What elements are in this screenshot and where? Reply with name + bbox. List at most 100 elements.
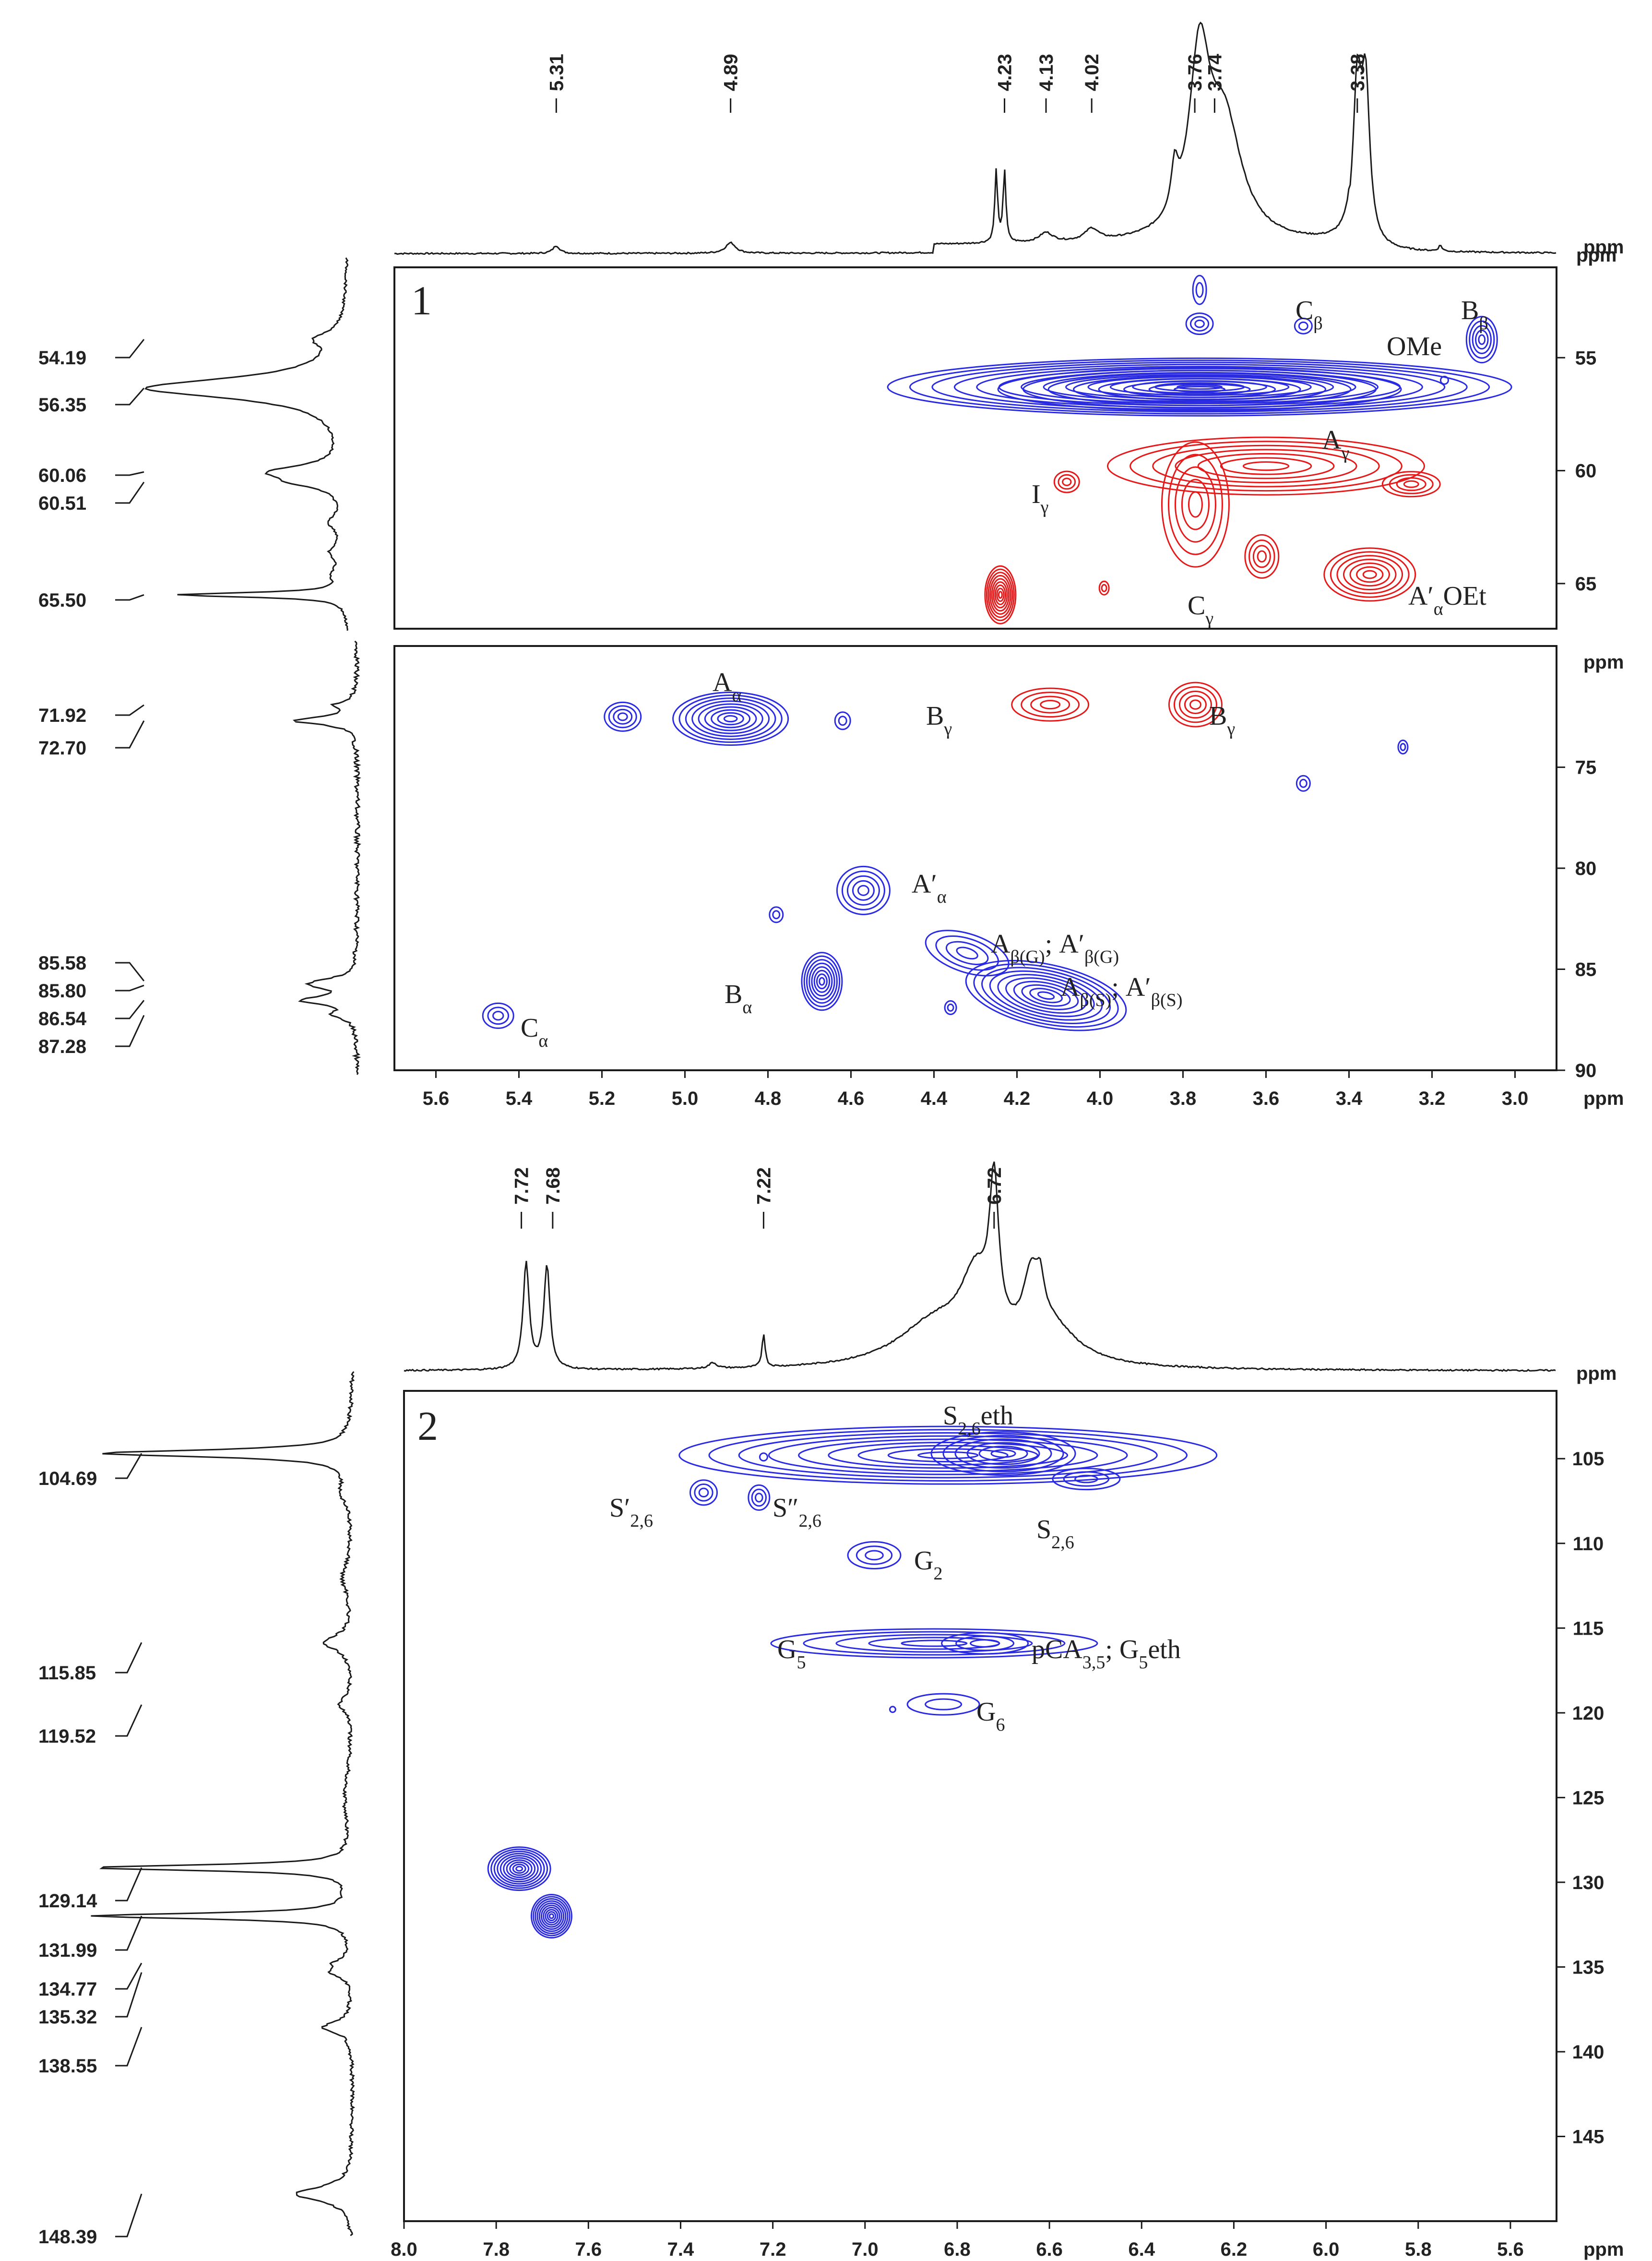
carbon-peak-label: 119.52	[38, 1726, 96, 1747]
x-tick-label: 7.4	[667, 2239, 694, 2260]
contour-peak-ome-core	[997, 367, 1402, 412]
peak-label: Cγ	[1188, 591, 1213, 629]
peak-pick-label: 7.72	[511, 1167, 533, 1205]
peak-label-text: Aγ	[1322, 425, 1349, 463]
carbon-peak-label: 54.19	[38, 347, 86, 369]
carbon-peak-label: 138.55	[38, 2056, 97, 2077]
x-tick-label: 3.6	[1253, 1088, 1280, 1109]
y-tick-label: 120	[1572, 1703, 1604, 1724]
contour-peak-pca-1	[487, 1846, 551, 1891]
peak-label: S″2,6	[773, 1493, 821, 1531]
y-tick-label: 85	[1575, 959, 1597, 981]
x-axis-label: ppm	[1583, 2239, 1624, 2260]
carbon-peak-line	[115, 387, 145, 406]
carbon-projection-1-lower	[293, 640, 361, 1075]
panel-1-contours	[482, 275, 1512, 1031]
contour-peak-abeta-s	[965, 960, 1127, 1031]
peak-label: Cβ	[1295, 296, 1323, 334]
contour-peak	[604, 701, 642, 732]
carbon-peak-line	[115, 1000, 145, 1019]
contour-peak	[941, 1632, 1029, 1655]
contour-peak-balpha	[801, 952, 843, 1011]
x-tick-label: 7.0	[852, 2239, 879, 2260]
carbon-peak-line	[115, 962, 145, 981]
peak-pick-label: 3.76	[1185, 54, 1206, 91]
carbon-peak-label: 131.99	[38, 1940, 97, 1961]
carbon-peak-label: 56.35	[38, 395, 86, 416]
peak-label: G5	[777, 1635, 806, 1673]
x-tick-label: 5.2	[589, 1088, 616, 1109]
peak-label: Bγ	[926, 701, 952, 739]
peak-label: Aβ(S); A′β(S)	[1060, 972, 1183, 1010]
peak-label-text: G2	[914, 1546, 943, 1584]
y-tick-label: 60	[1575, 461, 1597, 482]
peak-label-text: pCA3,5; G5eth	[1032, 1635, 1181, 1673]
carbon-projection-2	[91, 1371, 356, 2237]
contour-peak-cgamma	[1161, 441, 1230, 568]
peak-label: G2	[914, 1546, 943, 1584]
carbon-peak-line	[115, 1642, 143, 1674]
x-tick-label: 4.0	[1087, 1088, 1114, 1109]
contour-peak-pca-2	[530, 1893, 572, 1938]
y-axis-label: ppm	[1583, 652, 1624, 673]
peak-pick-label: 4.23	[995, 54, 1016, 91]
panel-1-upper-frame	[393, 266, 1557, 630]
peak-label-text: Bγ	[1209, 701, 1235, 739]
contour-peak-cbeta	[1294, 317, 1313, 335]
y-tick-label: 65	[1575, 574, 1597, 595]
x-tick-label: 3.0	[1502, 1088, 1529, 1109]
peak-label-text: Aβ(G); A′β(G)	[991, 929, 1119, 967]
x-tick-label: 4.2	[1004, 1088, 1031, 1109]
carbon-peak-line	[115, 1453, 143, 1479]
carbon-peak-line	[115, 471, 144, 476]
peak-label-text: Iγ	[1032, 479, 1048, 517]
carbon-peak-label: 85.58	[38, 953, 86, 974]
peak-label: Bβ	[1461, 296, 1488, 334]
carbon-peak-label: 135.32	[38, 2007, 97, 2028]
peak-label-text: Bγ	[926, 701, 952, 739]
panel-2-number: 2	[417, 1403, 438, 1449]
panel-1-lower-frame	[393, 645, 1557, 1071]
peak-pick-label: 3.74	[1204, 53, 1225, 91]
carbon-peak-line	[115, 481, 145, 504]
peak-label: A′αOEt	[1408, 581, 1486, 619]
x-tick-label: 5.6	[423, 1088, 450, 1109]
peak-pick-label: 6.72	[984, 1167, 1005, 1205]
carbon-peak-label: 129.14	[38, 1890, 97, 1912]
contour-peak	[769, 906, 784, 923]
peak-label-text: Bβ	[1461, 296, 1488, 334]
peak-label: S2,6eth	[943, 1401, 1013, 1439]
contour-peak-sprime26	[689, 1479, 718, 1506]
contour-peak-s26	[1052, 1468, 1121, 1491]
y-tick-label: 140	[1572, 2042, 1604, 2063]
contour-peak-igamma	[1053, 470, 1080, 493]
x-tick-label: 5.4	[506, 1088, 533, 1109]
peak-label: G6	[976, 1697, 1005, 1735]
peak-label-text: S′2,6	[609, 1493, 653, 1531]
peak-pick-label: 4.02	[1082, 54, 1103, 91]
carbon-peak-label: 134.77	[38, 1979, 97, 2000]
x-tick-label: 5.0	[672, 1088, 699, 1109]
peak-label: S2,6	[1036, 1515, 1074, 1553]
x-tick-label: 6.2	[1221, 2239, 1248, 2260]
contour-peak-calpha	[482, 1002, 514, 1029]
carbon-projection-1-upper	[144, 257, 349, 631]
y-tick-label: 115	[1573, 1618, 1604, 1639]
contour-peak-g6	[906, 1693, 980, 1716]
proton-projection-unit: ppm	[1576, 245, 1616, 266]
contour-peak-aprime-alpha	[836, 865, 891, 915]
y-tick-label: 130	[1572, 1872, 1604, 1893]
x-tick-label: 7.2	[760, 2239, 786, 2260]
y-tick-label: 135	[1572, 1957, 1604, 1978]
carbon-peak-label: 60.06	[38, 465, 86, 486]
y-tick-label: 105	[1572, 1448, 1604, 1470]
carbon-peak-label: 71.92	[38, 705, 86, 726]
proton-projection-2	[404, 1161, 1556, 1372]
peak-label: Aγ	[1322, 425, 1349, 463]
contour-peak	[1098, 580, 1110, 596]
y-tick-label: 125	[1572, 1787, 1604, 1808]
peak-pick-label: 4.89	[721, 54, 742, 91]
peak-label-text: S2,6eth	[943, 1401, 1013, 1439]
peak-pick-label: 7.68	[543, 1167, 564, 1205]
y-tick-label: 110	[1573, 1533, 1604, 1555]
